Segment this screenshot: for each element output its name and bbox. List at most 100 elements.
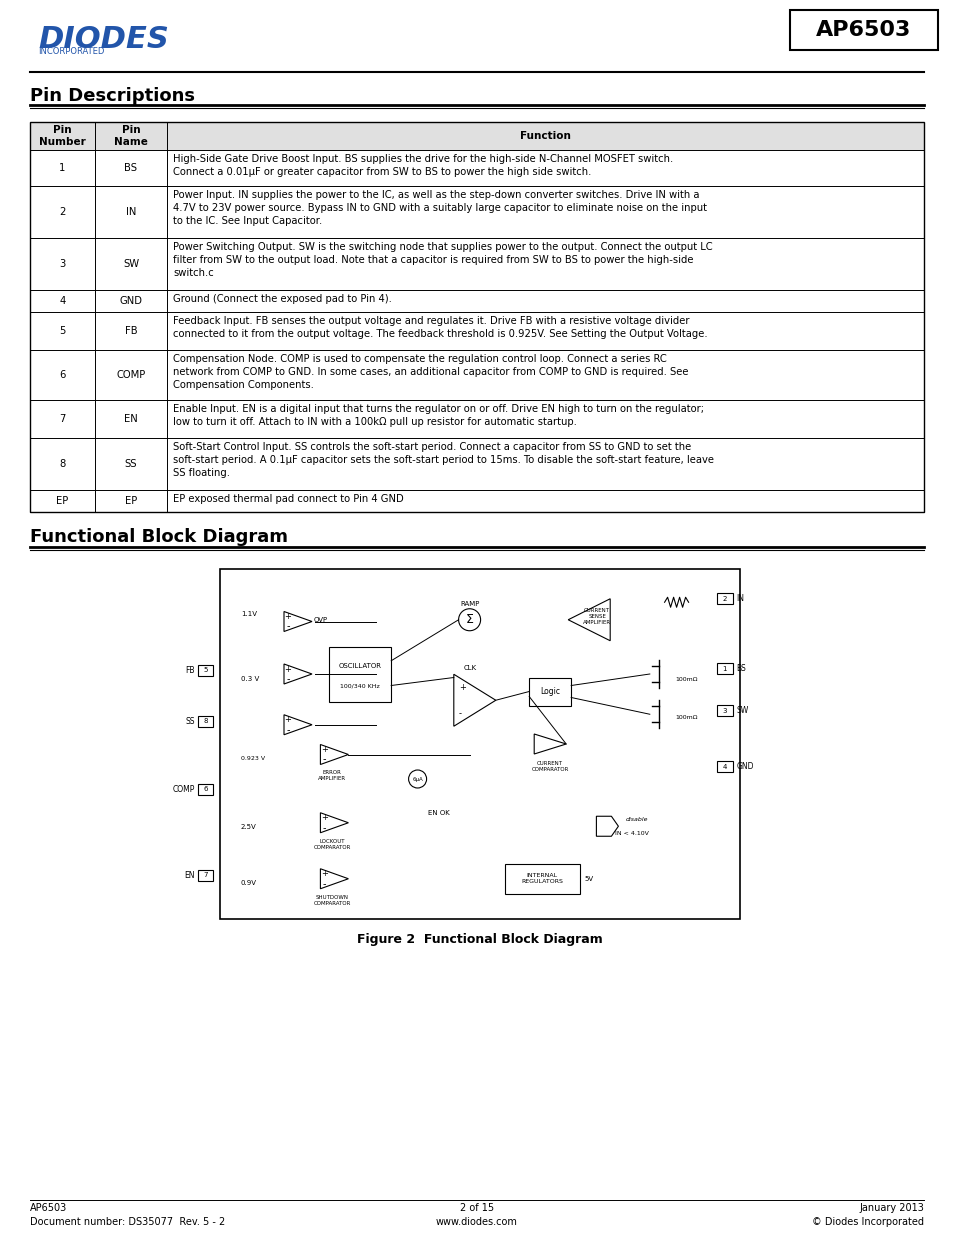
Text: COMP: COMP — [172, 784, 194, 794]
Text: SS: SS — [185, 716, 194, 725]
Text: LOCKOUT
COMPARATOR: LOCKOUT COMPARATOR — [314, 839, 351, 850]
Text: 2.5V: 2.5V — [240, 824, 256, 830]
Bar — [30, 290, 923, 312]
Text: 4: 4 — [721, 763, 726, 769]
Bar — [30, 312, 923, 350]
Text: FB: FB — [185, 666, 194, 674]
Text: Figure 2  Functional Block Diagram: Figure 2 Functional Block Diagram — [356, 932, 602, 946]
Text: 2: 2 — [721, 595, 726, 601]
Text: EN OK: EN OK — [428, 810, 449, 816]
Text: 8: 8 — [59, 459, 66, 469]
Text: +: + — [284, 664, 291, 673]
Text: 2: 2 — [59, 207, 66, 217]
Text: High-Side Gate Drive Boost Input. BS supplies the drive for the high-side N-Chan: High-Side Gate Drive Boost Input. BS sup… — [172, 154, 673, 177]
Text: SHUTDOWN
COMPARATOR: SHUTDOWN COMPARATOR — [314, 894, 351, 905]
Text: Soft-Start Control Input. SS controls the soft-start period. Connect a capacitor: Soft-Start Control Input. SS controls th… — [172, 442, 713, 478]
Bar — [30, 238, 923, 290]
Bar — [716, 761, 732, 772]
Bar — [30, 122, 923, 513]
Bar — [198, 715, 213, 726]
Text: Functional Block Diagram: Functional Block Diagram — [30, 529, 288, 546]
Bar — [789, 10, 937, 49]
Text: EP: EP — [125, 496, 137, 506]
Bar — [30, 149, 923, 186]
Text: +: + — [284, 613, 291, 621]
Text: IN < 4.10V: IN < 4.10V — [615, 831, 648, 836]
Bar — [30, 350, 923, 400]
Text: Power Switching Output. SW is the switching node that supplies power to the outp: Power Switching Output. SW is the switch… — [172, 242, 712, 278]
Text: OSCILLATOR: OSCILLATOR — [338, 663, 381, 669]
Text: INTERNAL
REGULATORS: INTERNAL REGULATORS — [521, 873, 563, 884]
Text: -: - — [322, 755, 326, 764]
Text: 0.923 V: 0.923 V — [240, 756, 265, 761]
Text: 1: 1 — [721, 666, 726, 672]
Text: IN: IN — [736, 594, 744, 603]
Text: EP: EP — [56, 496, 69, 506]
Text: 1.1V: 1.1V — [240, 611, 256, 618]
Bar — [329, 647, 391, 701]
Text: 7: 7 — [59, 414, 66, 424]
Bar — [716, 593, 732, 604]
Text: -: - — [286, 621, 290, 631]
Text: 100mΩ: 100mΩ — [675, 677, 697, 682]
Text: EP exposed thermal pad connect to Pin 4 GND: EP exposed thermal pad connect to Pin 4 … — [172, 494, 403, 504]
Text: IN: IN — [126, 207, 136, 217]
Text: OVP: OVP — [314, 616, 328, 622]
Bar — [30, 438, 923, 490]
Text: -: - — [322, 879, 326, 889]
Text: 6: 6 — [203, 787, 208, 792]
Text: +: + — [320, 745, 328, 755]
Text: 3: 3 — [59, 259, 66, 269]
Text: 100mΩ: 100mΩ — [675, 715, 697, 720]
Bar — [30, 122, 923, 149]
Text: Pin
Name: Pin Name — [114, 125, 148, 147]
Text: CLK: CLK — [463, 666, 476, 672]
Text: SW: SW — [736, 706, 748, 715]
Text: +: + — [320, 814, 328, 823]
Text: 2 of 15
www.diodes.com: 2 of 15 www.diodes.com — [436, 1203, 517, 1228]
Text: GND: GND — [736, 762, 753, 771]
Bar — [716, 663, 732, 674]
Text: Feedback Input. FB senses the output voltage and regulates it. Drive FB with a r: Feedback Input. FB senses the output vol… — [172, 316, 707, 340]
Text: 6: 6 — [59, 370, 66, 380]
Bar — [30, 400, 923, 438]
Text: +: + — [284, 715, 291, 724]
Text: ERROR
AMPLIFIER: ERROR AMPLIFIER — [318, 771, 346, 782]
Text: BS: BS — [125, 163, 137, 173]
Text: 5: 5 — [203, 667, 208, 673]
Bar — [30, 490, 923, 513]
Text: COMP: COMP — [116, 370, 146, 380]
Text: 7: 7 — [203, 872, 208, 878]
Text: INCORPORATED: INCORPORATED — [38, 47, 104, 56]
Text: -: - — [458, 709, 461, 718]
Text: SS: SS — [125, 459, 137, 469]
Text: Compensation Node. COMP is used to compensate the regulation control loop. Conne: Compensation Node. COMP is used to compe… — [172, 354, 688, 390]
Text: disable: disable — [625, 816, 647, 821]
Text: -: - — [322, 823, 326, 832]
Bar — [504, 863, 579, 894]
Bar — [30, 186, 923, 238]
Text: AP6503
Document number: DS35077  Rev. 5 - 2: AP6503 Document number: DS35077 Rev. 5 -… — [30, 1203, 225, 1228]
Text: GND: GND — [119, 296, 142, 306]
Bar — [198, 664, 213, 676]
Text: CURRENT
COMPARATOR: CURRENT COMPARATOR — [531, 761, 568, 772]
Text: FB: FB — [125, 326, 137, 336]
Text: -: - — [286, 725, 290, 735]
Text: Enable Input. EN is a digital input that turns the regulator on or off. Drive EN: Enable Input. EN is a digital input that… — [172, 404, 703, 427]
Text: 5: 5 — [59, 326, 66, 336]
Text: Logic: Logic — [539, 687, 559, 697]
Bar — [716, 705, 732, 716]
Text: AP6503: AP6503 — [816, 20, 911, 40]
Text: DIODES: DIODES — [38, 25, 169, 54]
Bar — [198, 784, 213, 795]
Text: Power Input. IN supplies the power to the IC, as well as the step-down converter: Power Input. IN supplies the power to th… — [172, 190, 706, 226]
Text: 5V: 5V — [584, 876, 594, 882]
Text: BS: BS — [736, 664, 745, 673]
Text: Ground (Connect the exposed pad to Pin 4).: Ground (Connect the exposed pad to Pin 4… — [172, 294, 392, 304]
Text: -: - — [286, 674, 290, 684]
Text: 0.9V: 0.9V — [240, 879, 256, 885]
Text: RAMP: RAMP — [459, 600, 478, 606]
Text: 3: 3 — [721, 708, 726, 714]
Text: +: + — [320, 869, 328, 878]
Bar — [220, 569, 740, 919]
